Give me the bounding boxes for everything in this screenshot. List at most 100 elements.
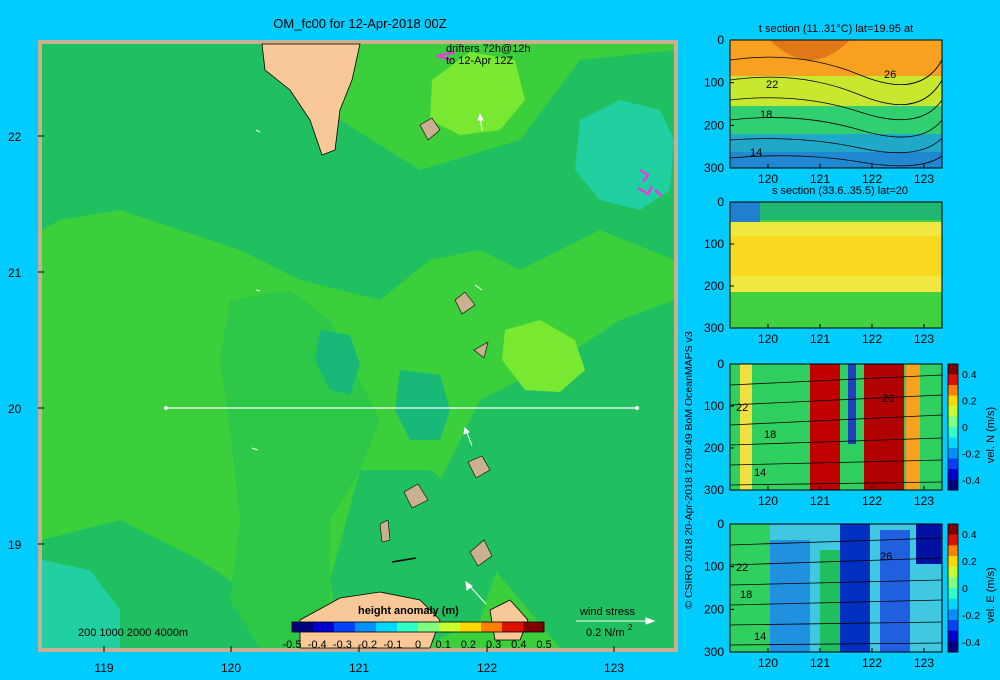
vel-colorbar-swatch bbox=[948, 524, 958, 536]
vel-colorbar-swatch bbox=[948, 598, 958, 610]
drifter-tracks bbox=[436, 50, 663, 197]
colorbar-swatch bbox=[292, 622, 314, 632]
lon-tick-label: 119 bbox=[94, 661, 113, 675]
vel-e-label: vel. E (m/s) bbox=[985, 567, 997, 623]
section-start-marker bbox=[164, 406, 168, 410]
colorbar-tick-label: -0.3 bbox=[333, 639, 352, 651]
section-lon-tick-label: 120 bbox=[758, 494, 778, 508]
colorbar-swatch bbox=[418, 622, 440, 632]
section-lon-tick-label: 123 bbox=[914, 172, 934, 186]
vel-colorbar-tick-label: 0.2 bbox=[962, 556, 977, 568]
island-4 bbox=[467, 455, 491, 479]
colorbar-tick-label: -0.5 bbox=[283, 639, 302, 651]
vel-colorbar-tick-label: 0 bbox=[962, 583, 968, 595]
vel-colorbar-swatch bbox=[948, 545, 958, 557]
colorbar-title: height anomaly (m) bbox=[358, 605, 459, 617]
depth-legend: 200 1000 2000 4000m bbox=[78, 627, 188, 639]
depth-tick-label: 200 bbox=[704, 441, 724, 455]
colorbar-tick-label: -0.2 bbox=[358, 639, 377, 651]
colorbar-tick-labels: -0.5 -0.4 -0.3 -0.2 -0.1 0 0.1 0.2 0.3 0.4 0.5 bbox=[283, 639, 552, 651]
colorbar-tick-label: 0.5 bbox=[536, 639, 551, 651]
lat-tick-label: 20 bbox=[8, 402, 22, 416]
colorbar-tick-label: 0.4 bbox=[511, 639, 526, 651]
cyan-low-east bbox=[575, 100, 674, 210]
colorbar-swatch bbox=[313, 622, 335, 632]
vel-colorbar-swatch bbox=[948, 588, 958, 600]
section-axis-labels: 0 100 200 300 120 121 122 123 0 100 200 300 120 121 12… bbox=[704, 33, 934, 670]
section-lon-tick-label: 120 bbox=[758, 656, 778, 670]
wind-stress-value: 0.2 N/m bbox=[586, 627, 625, 639]
colorbar-swatch bbox=[439, 622, 461, 632]
section-lon-tick-label: 123 bbox=[914, 656, 934, 670]
contour-label: 26 bbox=[880, 551, 892, 563]
depth-tick-label: 100 bbox=[704, 399, 724, 413]
section-lon-tick-label: 121 bbox=[810, 656, 830, 670]
colorbar-tick-label: 0.2 bbox=[461, 639, 476, 651]
contour-label: 22 bbox=[766, 79, 778, 91]
contour-label: 22 bbox=[736, 402, 748, 414]
credit-text: © CSIRO 2018 20-Apr-2018 12:09:49 BoM Oc… bbox=[683, 331, 695, 609]
lon-tick-label: 123 bbox=[604, 661, 624, 675]
section-lon-tick-label: 123 bbox=[914, 332, 934, 346]
vel-colorbar-swatch bbox=[948, 641, 958, 653]
high-anomaly-north bbox=[430, 52, 525, 135]
drifters-label: drifters 72h@12h bbox=[446, 43, 531, 55]
vel-colorbar-tick-label: -0.2 bbox=[962, 610, 980, 622]
vel-colorbar-swatch bbox=[948, 437, 958, 449]
vel-n-label: vel. N (m/s) bbox=[985, 407, 997, 463]
vel-colorbar-swatch bbox=[948, 364, 958, 375]
depth-tick-label: 0 bbox=[717, 357, 724, 371]
island-7 bbox=[379, 519, 391, 543]
vel-e-colorbar: 0.4 0.2 0 -0.2 -0.4 bbox=[947, 523, 980, 653]
vel-colorbar-swatch bbox=[948, 469, 958, 480]
depth-tick-label: 200 bbox=[704, 279, 724, 293]
vel-colorbar-tick-label: -0.2 bbox=[962, 449, 980, 461]
lat-tick-label: 19 bbox=[8, 538, 22, 552]
vel-colorbar-swatch bbox=[948, 385, 958, 396]
vel-colorbar-swatch bbox=[948, 374, 958, 386]
salinity-section-panel bbox=[730, 202, 942, 328]
s-section-title: s section (33.6..35.5) lat=20 bbox=[772, 185, 908, 197]
contour-label: 18 bbox=[760, 109, 772, 121]
drifters-date: to 12-Apr 12Z bbox=[446, 55, 514, 67]
island-6 bbox=[469, 539, 493, 567]
deep-region-north bbox=[42, 44, 674, 300]
contour-label: 18 bbox=[740, 589, 752, 601]
vel-colorbar-tick-label: 0 bbox=[962, 422, 968, 434]
section-lon-tick-label: 123 bbox=[914, 494, 934, 508]
vel-colorbar-tick-label: -0.4 bbox=[962, 637, 980, 649]
map-ticks bbox=[38, 135, 615, 652]
vel-colorbar-swatch bbox=[948, 458, 958, 470]
depth-tick-label: 300 bbox=[704, 645, 724, 659]
colorbar-swatch bbox=[376, 622, 398, 632]
island-3 bbox=[473, 341, 489, 359]
map-title: OM_fc00 for 12-Apr-2018 00Z bbox=[273, 16, 447, 31]
section-lon-tick-label: 122 bbox=[862, 656, 882, 670]
depth-tick-label: 300 bbox=[704, 321, 724, 335]
colorbar-swatch bbox=[502, 622, 524, 632]
vel-colorbar-swatch bbox=[948, 427, 958, 438]
section-lon-tick-label: 122 bbox=[862, 332, 882, 346]
depth-tick-label: 0 bbox=[717, 517, 724, 531]
low-anomaly-patch-2 bbox=[395, 370, 450, 440]
lon-tick-label: 120 bbox=[221, 661, 241, 675]
vel-colorbar-tick-label: -0.4 bbox=[962, 475, 980, 487]
land-taiwan bbox=[261, 43, 361, 156]
island-5 bbox=[403, 483, 429, 509]
island-line bbox=[391, 557, 417, 563]
section-lon-tick-label: 121 bbox=[810, 332, 830, 346]
contour-label: 14 bbox=[754, 467, 766, 479]
section-panels[interactable]: 22 18 14 26 t section (11..31°C) lat=19.… bbox=[680, 0, 1000, 680]
vel-colorbar-tick-label: 0.2 bbox=[962, 396, 977, 408]
depth-tick-label: 300 bbox=[704, 483, 724, 497]
colorbar-swatch bbox=[481, 622, 503, 632]
high-anomaly-center bbox=[502, 320, 585, 392]
vel-colorbar-swatch bbox=[948, 609, 958, 621]
main-map[interactable]: 22 21 20 19 119 120 121 122 123 drifters… bbox=[0, 0, 680, 680]
vel-colorbar-tick-label: 0.4 bbox=[962, 529, 977, 541]
colorbar-tick-label: 0.3 bbox=[486, 639, 501, 651]
vel-colorbar-swatch bbox=[948, 479, 958, 491]
vel-n-colorbar: 0.4 0.2 0 -0.2 -0.4 bbox=[947, 363, 980, 491]
depth-tick-label: 100 bbox=[704, 237, 724, 251]
contour-label: 22 bbox=[736, 562, 748, 574]
